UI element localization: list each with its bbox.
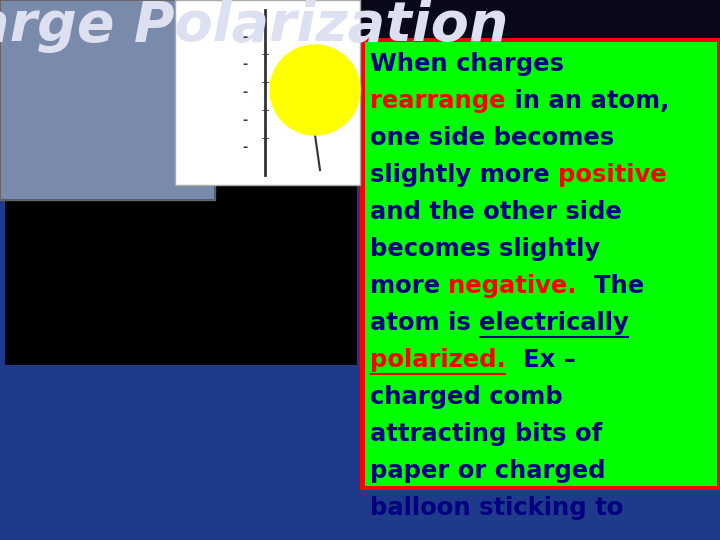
Bar [5,80,357,365]
Text: -: - [302,100,307,110]
Text: +: + [261,106,270,116]
Bar [175,0,360,185]
Text: balloon sticking to: balloon sticking to [370,496,624,520]
Text: -: - [243,141,248,154]
Bar [0,365,360,540]
Text: When charges: When charges [370,52,564,76]
Bar [365,42,717,486]
Text: -: - [307,70,312,80]
Text: atom is: atom is [370,311,480,335]
Text: paper or charged: paper or charged [370,459,606,483]
Text: The: The [577,274,644,298]
Text: becomes slightly: becomes slightly [370,237,600,261]
Bar [360,38,720,490]
Text: one side becomes: one side becomes [370,126,614,150]
Text: -: - [243,86,248,99]
Text: slightly more: slightly more [370,163,558,187]
Text: -: - [318,85,323,95]
Text: in an atom,: in an atom, [505,89,669,113]
Text: electrically: electrically [480,311,629,335]
Bar [0,0,215,200]
Text: negative.: negative. [449,274,577,298]
Bar [0,50,720,80]
Text: Charge Polarization: Charge Polarization [0,0,508,53]
Text: more: more [370,274,449,298]
Circle shape [270,45,360,135]
Text: +: + [261,134,270,144]
Text: -: - [243,114,248,127]
Text: and the other side: and the other side [370,200,622,224]
Text: attracting bits of: attracting bits of [370,422,602,446]
Text: -: - [243,58,248,71]
Text: -: - [243,30,248,44]
Bar [0,0,720,50]
Text: +: + [261,51,270,60]
Text: Ex –: Ex – [505,348,575,372]
Bar [1,1,214,199]
Text: charged comb: charged comb [370,385,562,409]
Text: +: + [261,78,270,88]
Text: rearrange: rearrange [370,89,505,113]
Bar [0,78,720,540]
Text: polarized.: polarized. [370,348,505,372]
Text: positive: positive [558,163,667,187]
